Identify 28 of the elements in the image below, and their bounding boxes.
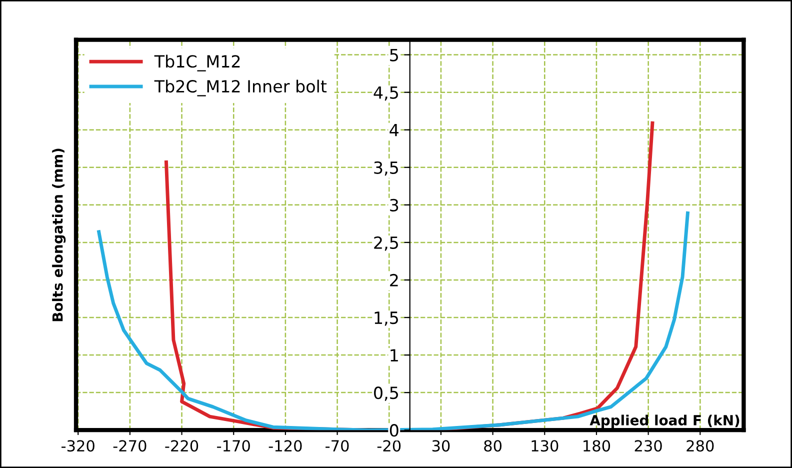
y-tick-label: 3 [390, 198, 398, 212]
y-tick-label: 2 [390, 274, 398, 286]
y-tick-label: 0 [390, 424, 398, 437]
y-tick-label: 2,5 [374, 236, 398, 251]
x-tick-label: -70 [326, 440, 349, 452]
x-tick-label: -320 [62, 440, 94, 452]
x-tick-label: -120 [268, 440, 302, 452]
x-tick-label: 230 [634, 440, 662, 452]
y-tick-label: 4,5 [374, 86, 398, 101]
y-tick-label: 1 [390, 349, 398, 362]
x-tick-label: 280 [686, 440, 714, 452]
x-tick-label: -170 [217, 440, 250, 452]
y-tick-label: 0,5 [374, 386, 398, 401]
x-tick-label: 180 [584, 440, 610, 452]
x-tick-label: -220 [165, 440, 198, 452]
y-tick-label: 5 [390, 48, 398, 62]
x-tick-label: -20 [377, 440, 401, 452]
y-tick-label: 4 [390, 124, 399, 136]
x-tick-label: -270 [113, 440, 146, 452]
y-tick-label: 1,5 [374, 312, 398, 326]
x-tick-label: 80 [484, 440, 502, 452]
x-tick-label: 130 [532, 440, 558, 452]
x-axis-title: Applied load F (kN) [590, 414, 740, 428]
legend-label: Tb2C_M12 Inner bolt [154, 80, 327, 96]
x-tick-label: 30 [432, 440, 450, 452]
y-axis-title: Bolts elongation (mm) [52, 148, 66, 322]
y-tick-label: 3,5 [374, 161, 398, 176]
legend-label: Tb1C_M12 [154, 54, 240, 72]
